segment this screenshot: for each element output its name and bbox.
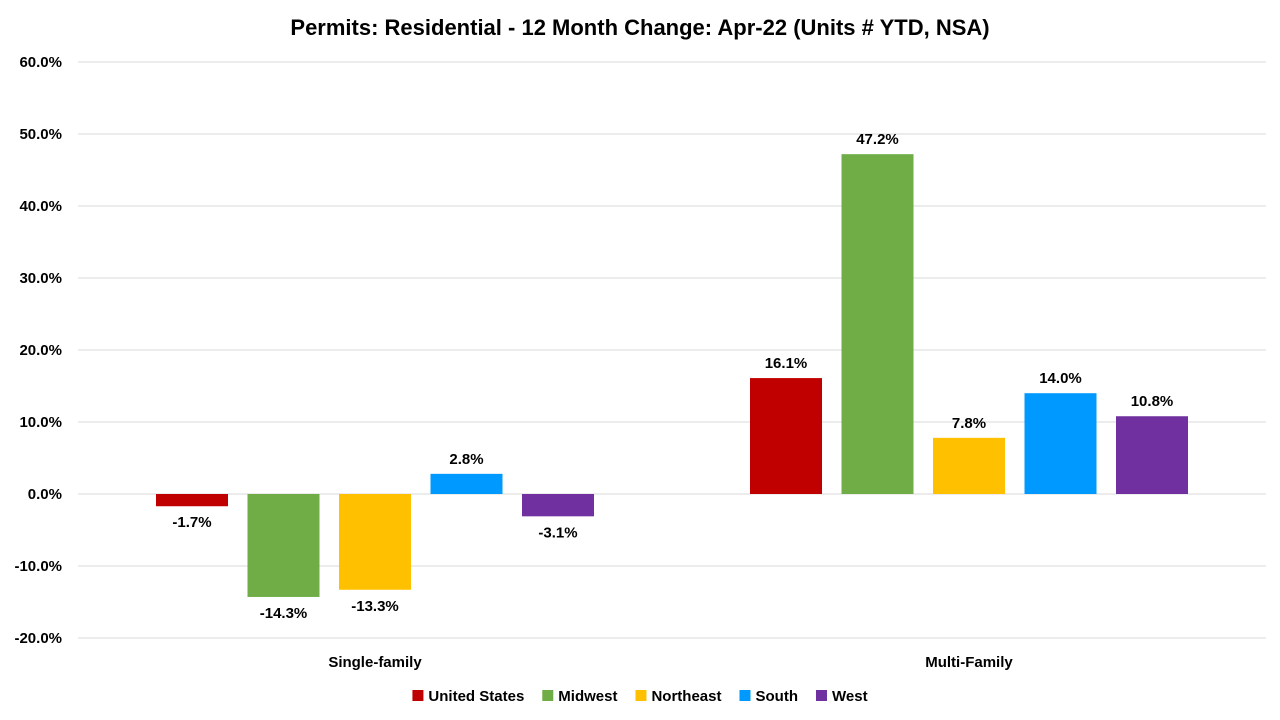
y-tick-label: -10.0% — [14, 558, 62, 575]
legend-item: West — [815, 688, 868, 705]
data-label: -13.3% — [351, 598, 399, 615]
y-tick-label: -20.0% — [14, 630, 62, 647]
legend-swatch — [412, 690, 424, 701]
legend-swatch — [815, 690, 827, 701]
legend-label: Midwest — [558, 688, 617, 705]
y-tick-label: 30.0% — [19, 270, 62, 287]
data-label: 14.0% — [1039, 370, 1082, 387]
bar — [339, 494, 411, 590]
bar — [156, 494, 228, 507]
y-tick-label: 0.0% — [28, 486, 62, 503]
data-label: -14.3% — [260, 605, 308, 622]
bar — [1116, 416, 1188, 494]
legend-label: West — [832, 688, 868, 705]
data-label: 2.8% — [449, 451, 483, 468]
legend-item: Northeast — [635, 688, 721, 705]
data-label: 10.8% — [1131, 393, 1174, 410]
data-label: -3.1% — [538, 524, 577, 541]
bar — [1024, 393, 1097, 494]
legend-swatch — [739, 690, 751, 701]
legend-label: Northeast — [651, 688, 721, 705]
legend-item: South — [739, 688, 798, 705]
legend-item: United States — [412, 688, 524, 705]
data-label: 47.2% — [856, 131, 899, 148]
data-label: 16.1% — [765, 355, 808, 372]
data-label: 7.8% — [952, 415, 986, 432]
y-tick-label: 20.0% — [19, 342, 62, 359]
y-axis-tick-labels: 60.0% 50.0% 40.0% 30.0% 20.0% 10.0% 0.0% -10.0%… — [14, 54, 62, 647]
legend-label: United States — [428, 688, 524, 705]
bar — [430, 473, 503, 494]
bar — [933, 437, 1005, 494]
category-label: Single-family — [328, 654, 422, 671]
legend-item: Midwest — [542, 688, 617, 705]
chart-title: Permits: Residential - 12 Month Change: … — [290, 15, 989, 40]
y-tick-label: 10.0% — [19, 414, 62, 431]
legend-swatch — [542, 690, 554, 701]
data-labels: -1.7% -14.3% -13.3% 2.8% -3.1% 16.1% 47.2% 7.8%… — [172, 131, 1173, 622]
y-tick-label: 50.0% — [19, 126, 62, 143]
data-label: -1.7% — [172, 514, 211, 531]
category-label: Multi-Family — [925, 654, 1013, 671]
y-tick-label: 60.0% — [19, 54, 62, 71]
bar — [841, 154, 914, 494]
bar — [750, 378, 822, 494]
legend: United States Midwest Northeast South West — [412, 688, 868, 705]
bars — [156, 154, 1188, 597]
y-tick-label: 40.0% — [19, 198, 62, 215]
bar — [522, 494, 594, 517]
bar — [247, 494, 320, 597]
legend-label: South — [755, 688, 798, 705]
legend-swatch — [635, 690, 647, 701]
category-labels: Single-family Multi-Family — [328, 654, 1013, 671]
